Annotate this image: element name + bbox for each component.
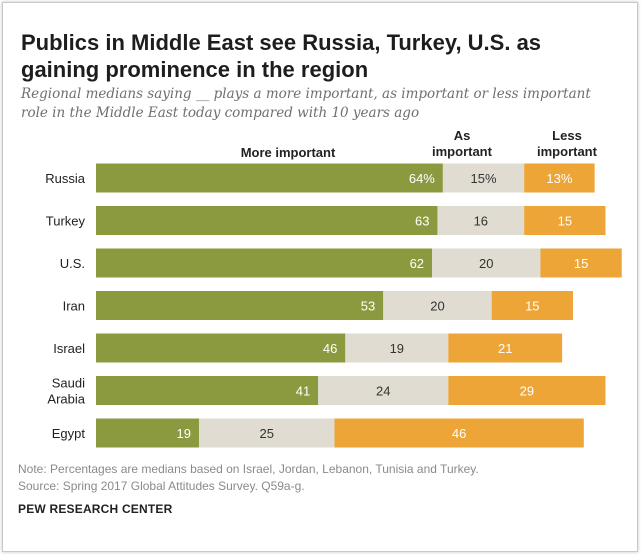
- header-more-important: More important: [241, 145, 336, 160]
- bar-segment: [540, 248, 622, 278]
- value-label: 41: [296, 384, 310, 399]
- value-label: 21: [498, 341, 512, 356]
- bar-segment: [198, 418, 335, 448]
- bar-segment: [96, 333, 346, 363]
- bar-segment: [437, 206, 525, 235]
- category-label: Iran: [63, 299, 85, 314]
- value-label: 15: [574, 256, 588, 271]
- bar-segment: [96, 376, 319, 405]
- value-label: 15: [558, 214, 572, 229]
- value-label: 53: [361, 299, 375, 314]
- value-label: 64%: [409, 171, 435, 186]
- value-label: 19: [177, 426, 191, 441]
- bar-segment: [442, 163, 525, 193]
- chart-source: Source: Spring 2017 Global Attitudes Sur…: [18, 479, 305, 493]
- value-label: 46: [452, 426, 466, 441]
- chart-subtitle: Regional medians saying __ plays a more …: [21, 86, 591, 121]
- bar-segment: [96, 163, 443, 193]
- bar-segment: [318, 376, 449, 405]
- bar-segment: [96, 206, 438, 235]
- value-label: 16: [474, 214, 488, 229]
- bar-segment: [96, 418, 199, 448]
- bar-segment: [524, 163, 595, 193]
- value-label: 15: [525, 299, 539, 314]
- bar-segment: [448, 333, 563, 363]
- category-label: Israel: [53, 341, 85, 356]
- value-label: 29: [520, 384, 534, 399]
- value-label: 20: [430, 299, 444, 314]
- bar-segment: [383, 291, 492, 320]
- category-label: Egypt: [52, 426, 86, 441]
- value-label: 13%: [546, 171, 572, 186]
- value-label: 24: [376, 384, 390, 399]
- category-label: Russia: [45, 171, 86, 186]
- chart-title: Publics in Middle East see Russia, Turke…: [21, 30, 542, 82]
- bar-segment: [491, 291, 573, 320]
- bar-segment: [96, 248, 433, 278]
- value-label: 46: [323, 341, 337, 356]
- header-as-important: As important: [432, 128, 493, 159]
- bar-segment: [448, 376, 606, 405]
- chart-note: Note: Percentages are medians based on I…: [18, 462, 479, 476]
- header-less-important: Less important: [537, 128, 598, 159]
- value-label: 15%: [471, 171, 497, 186]
- bar-segment: [524, 206, 606, 235]
- value-label: 20: [479, 256, 493, 271]
- bar-segment: [345, 333, 449, 363]
- brand-logo-text: PEW RESEARCH CENTER: [18, 502, 173, 516]
- bar-segment: [432, 248, 541, 278]
- category-label: Turkey: [46, 214, 86, 229]
- value-label: 63: [415, 214, 429, 229]
- category-label: U.S.: [60, 256, 85, 271]
- bar-segment: [96, 291, 384, 320]
- category-label: Saudi Arabia: [47, 376, 85, 407]
- value-label: 19: [390, 341, 404, 356]
- value-label: 62: [410, 256, 424, 271]
- value-label: 25: [259, 426, 273, 441]
- bar-segment: [334, 418, 584, 448]
